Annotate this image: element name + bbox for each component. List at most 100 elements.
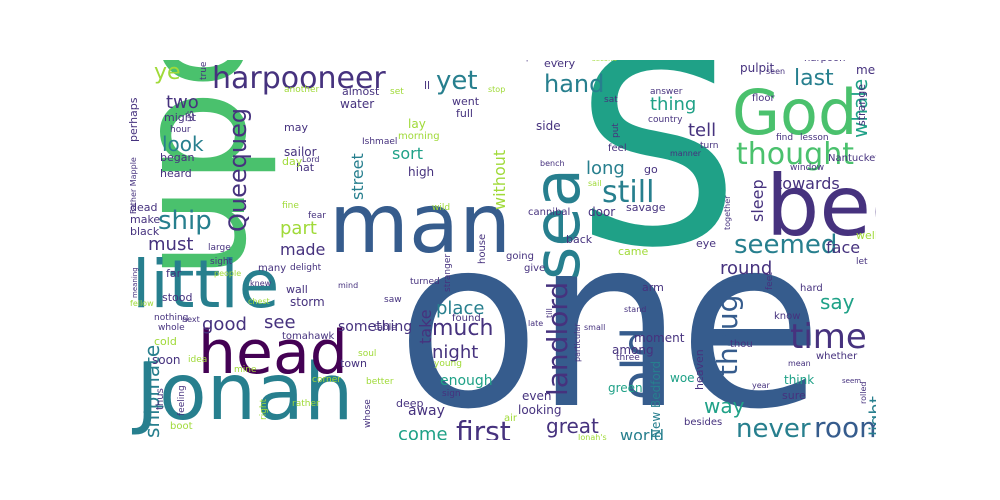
word-chest: chest xyxy=(248,297,270,306)
word-night: night xyxy=(432,342,479,363)
word-away: away xyxy=(408,403,445,419)
word-boot: boot xyxy=(170,421,193,432)
word-see: see xyxy=(264,312,296,333)
word-something: something xyxy=(338,319,413,335)
word-much: much xyxy=(432,316,494,341)
word-heard: heard xyxy=(160,167,192,180)
word-delight: delight xyxy=(290,263,322,273)
word-far: far xyxy=(166,267,182,280)
word-stood: stood xyxy=(162,291,193,304)
word-harpooneer: harpooneer xyxy=(212,61,386,96)
word-little: little xyxy=(132,246,280,323)
word-side: side xyxy=(536,119,561,133)
word-part: part xyxy=(280,218,317,239)
word-nothing: nothing xyxy=(154,313,189,323)
word-bench: bench xyxy=(540,159,565,168)
word-soon: soon xyxy=(152,353,181,367)
word-pulpit: pulpit xyxy=(740,61,775,75)
word-make: make xyxy=(130,213,161,226)
word-without: without xyxy=(490,149,509,210)
word-answer: answer xyxy=(650,87,683,97)
word-yet: yet xyxy=(436,66,478,96)
word-must: must xyxy=(148,234,194,255)
word-particular: particular xyxy=(573,323,582,362)
word-feet: feet xyxy=(765,272,775,290)
word-sort: sort xyxy=(392,144,423,163)
word-turned: turned xyxy=(410,277,440,287)
word-lord: Lord xyxy=(302,155,320,164)
word-large: large xyxy=(208,243,231,253)
word-lesson: lesson xyxy=(800,133,829,143)
word-corner: corner xyxy=(312,375,341,385)
word-people: people xyxy=(214,269,242,278)
word-savage: savage xyxy=(626,201,666,214)
word-manner: manner xyxy=(670,149,702,158)
word-town: town xyxy=(340,357,368,370)
word-another: another xyxy=(284,85,320,95)
word-mean: mean xyxy=(788,359,811,368)
word-heaven: heaven xyxy=(693,349,706,390)
word-seem: seem xyxy=(842,377,862,385)
word-last: last xyxy=(794,66,834,91)
word-take: take xyxy=(416,309,435,344)
word-table: table xyxy=(374,323,397,333)
word-never: never xyxy=(736,414,811,440)
word-sailor: sailor xyxy=(284,145,317,159)
word-men: men xyxy=(856,63,876,77)
word-woe: woe xyxy=(670,371,695,385)
word-second: second xyxy=(592,60,617,63)
word-ship: ship xyxy=(158,206,212,236)
word-know: know xyxy=(774,311,801,322)
word-sign: sign xyxy=(442,389,461,399)
word-mine: mine xyxy=(234,365,257,375)
word-fear: fear xyxy=(308,211,326,221)
word-green: green xyxy=(608,381,643,395)
word-thing: thing xyxy=(650,94,697,115)
word-many: many xyxy=(258,263,287,274)
word-good: good xyxy=(202,314,247,335)
word-god: God xyxy=(732,76,858,149)
word-let: let xyxy=(856,257,868,267)
word-high: high xyxy=(408,165,435,179)
word-new-bedford: New Bedford xyxy=(649,360,663,438)
word-great: great xyxy=(546,414,599,438)
word-head: head xyxy=(198,318,348,388)
word-thou: thou xyxy=(730,339,753,350)
word-queequeg: Queequeg xyxy=(224,107,252,232)
word-three: three xyxy=(616,353,640,363)
word-deep: deep xyxy=(396,397,424,410)
word-nantucket: Nantucket xyxy=(828,153,876,164)
word-look: look xyxy=(162,132,204,156)
word-looking: looking xyxy=(518,403,562,417)
word-towards: towards xyxy=(776,174,840,193)
word-ishmael: Ishmael xyxy=(362,137,398,147)
word-rolled: rolled xyxy=(859,381,868,404)
word-day: day xyxy=(282,155,303,168)
word-wild: wild xyxy=(432,203,451,213)
word-way: way xyxy=(704,394,745,418)
word-morning: morning xyxy=(398,131,440,142)
word-made: made xyxy=(280,240,326,259)
word-saw: saw xyxy=(384,295,402,305)
word-sat: sat xyxy=(604,95,618,105)
word-passenger: passenger xyxy=(526,60,568,62)
word-idea: idea xyxy=(188,355,208,365)
word-whether: whether xyxy=(816,351,858,362)
word-true: true xyxy=(199,61,209,80)
word-small: small xyxy=(584,323,606,332)
word-meaning: meaning xyxy=(131,267,139,298)
word-father-mapple: Father Mapple xyxy=(129,157,138,214)
word-seen: seen xyxy=(766,67,786,76)
word-young: young xyxy=(434,359,462,369)
word-floor: floor xyxy=(752,93,775,104)
word-hat: hat xyxy=(296,161,315,174)
word-perhaps: perhaps xyxy=(127,97,140,142)
word-sail: sail xyxy=(588,179,602,188)
word-thought: thought xyxy=(736,137,854,172)
word-stop: stop xyxy=(488,85,506,94)
word-world: world xyxy=(620,426,665,441)
word-till: till xyxy=(545,308,554,318)
word-hard: hard xyxy=(800,283,823,294)
word-together: together xyxy=(723,195,732,230)
word-even: even xyxy=(522,389,552,403)
